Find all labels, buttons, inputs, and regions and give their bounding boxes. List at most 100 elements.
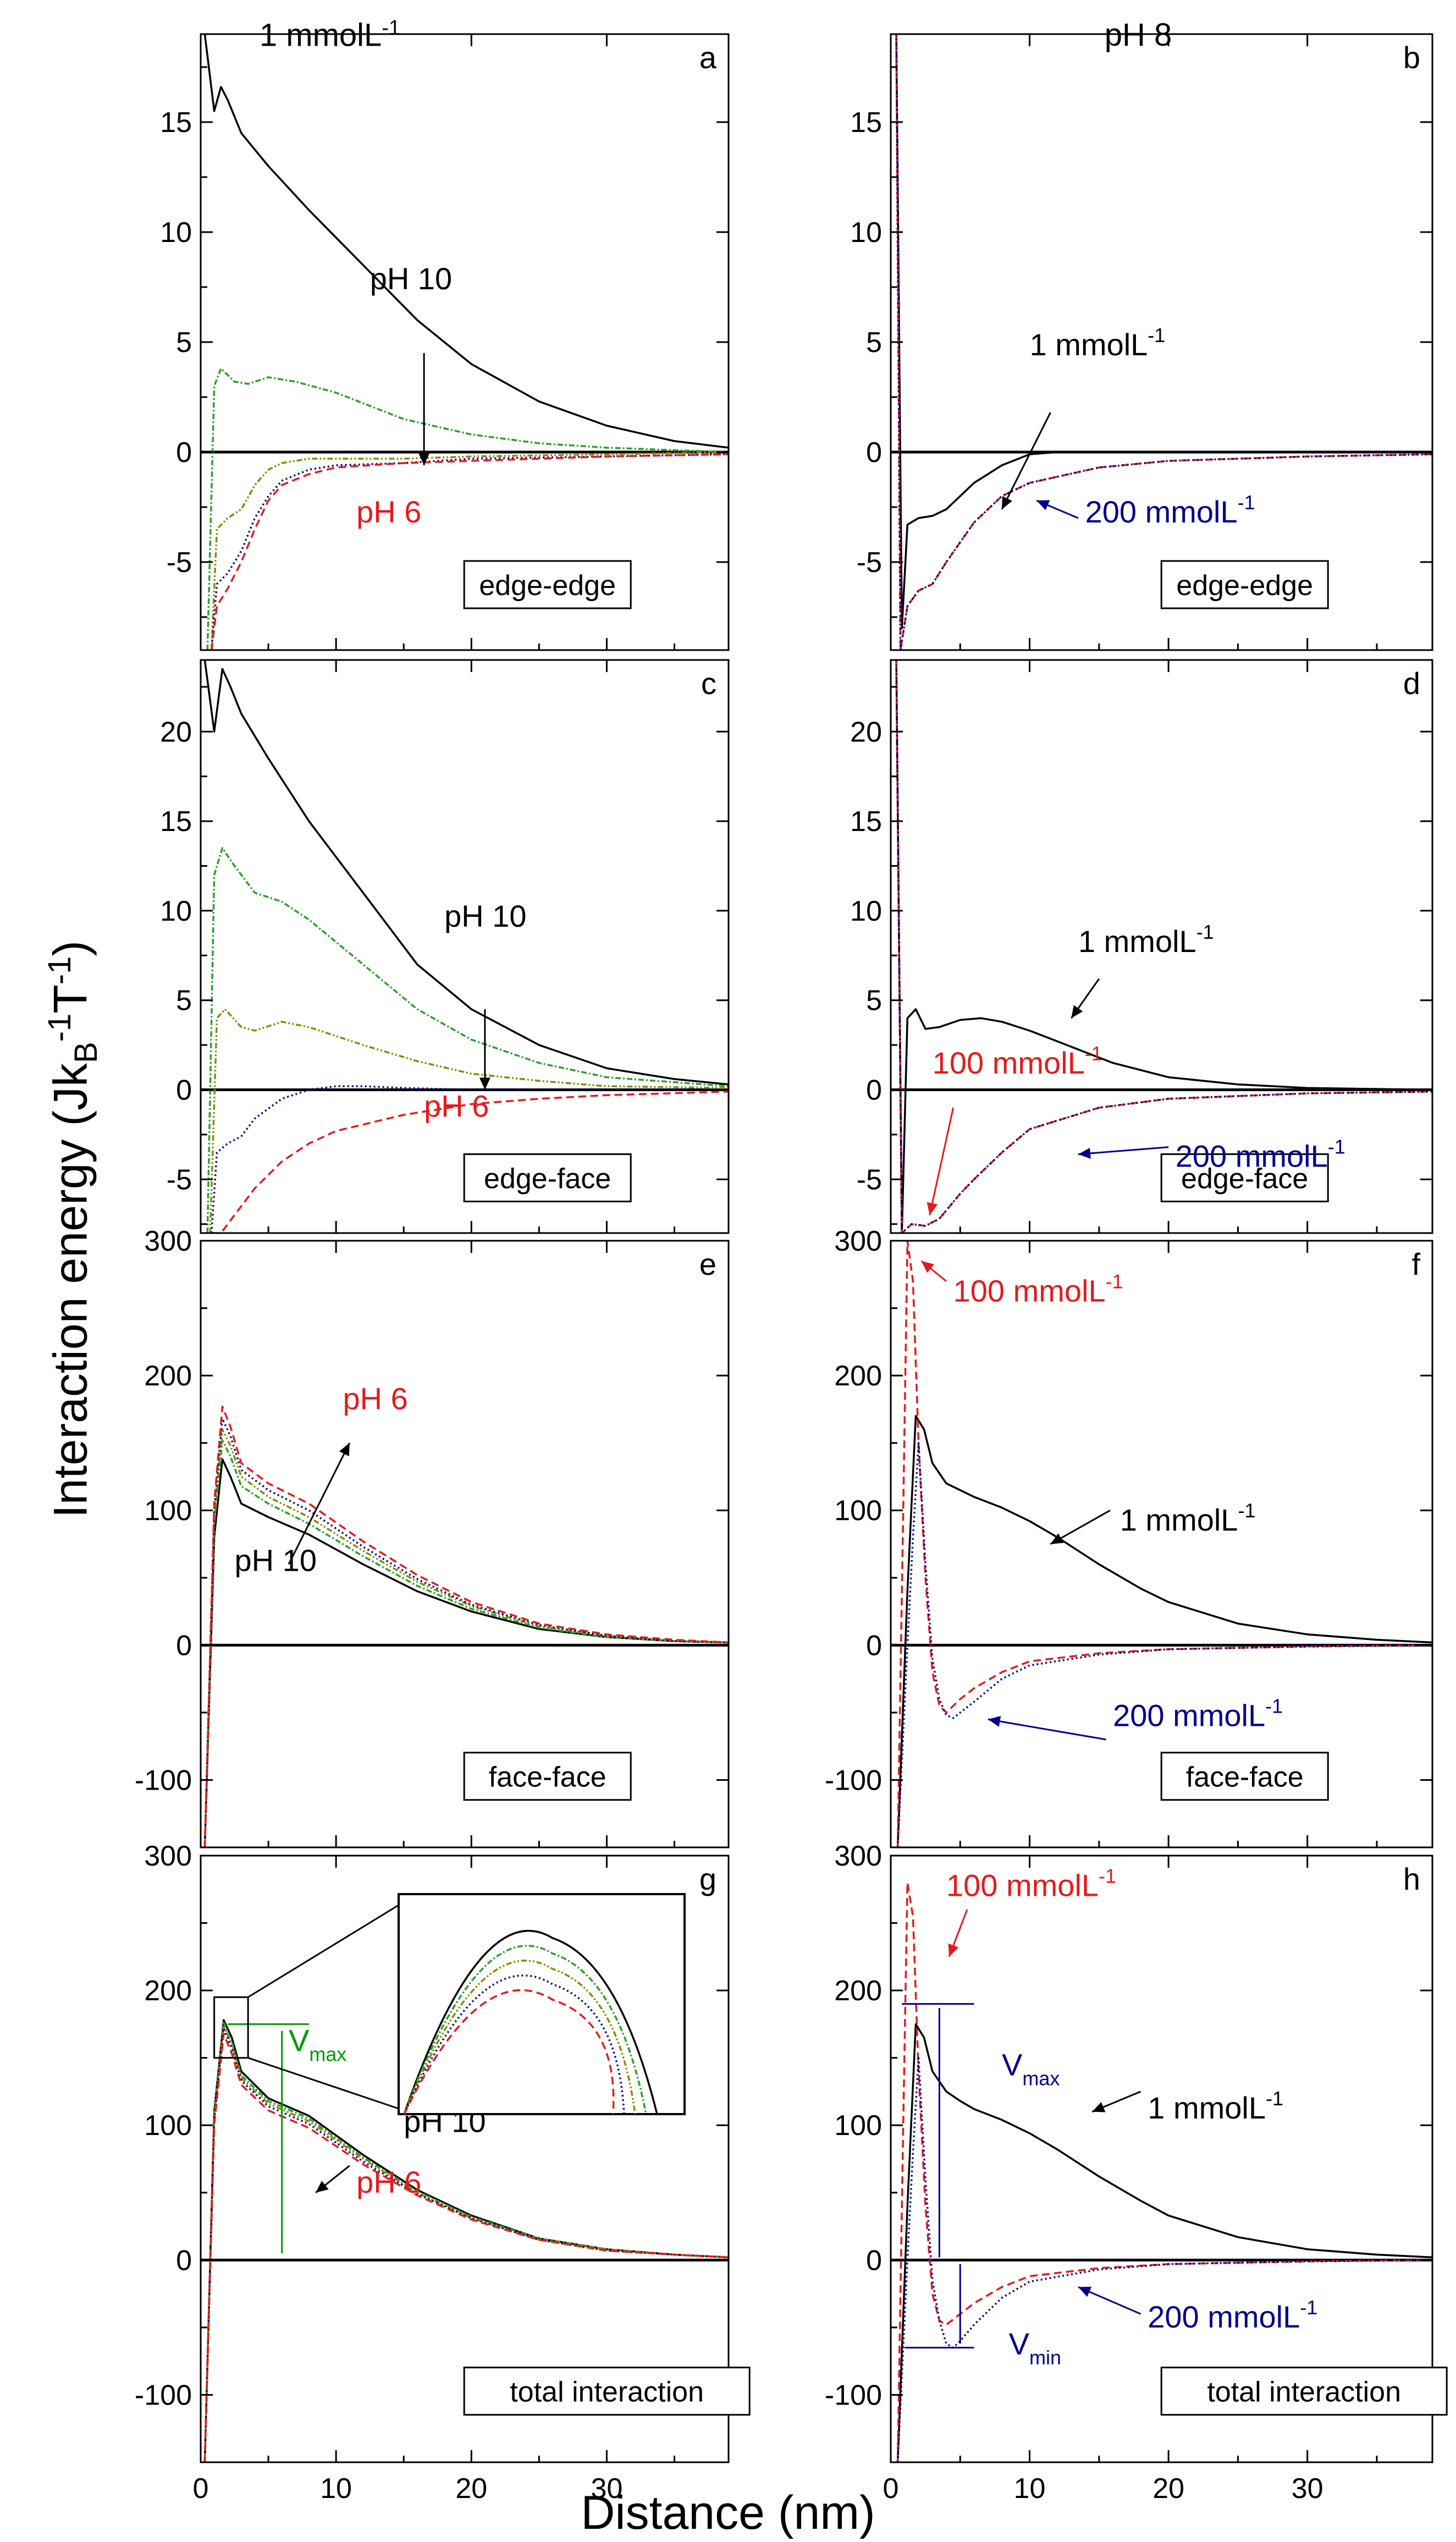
annotation-label: 100 mmolL-1 bbox=[953, 1270, 1123, 1308]
annotation-label: pH 6 bbox=[356, 2165, 421, 2199]
y-tick-label: 300 bbox=[144, 1225, 192, 1257]
y-axis-label-end: T bbox=[44, 984, 97, 1014]
annotation-label: 200 mmolL-1 bbox=[1113, 1694, 1283, 1732]
annotation-arrow bbox=[988, 1718, 1106, 1741]
x-tick-label: 30 bbox=[591, 2473, 623, 2505]
series-line-ph-9 bbox=[203, 1439, 729, 1847]
series-line-1-mmoll-1 bbox=[896, 1415, 1432, 1847]
inset-curve bbox=[403, 1945, 647, 2115]
left-column-title: 1 mmolL-1 bbox=[82, 16, 577, 53]
y-tick-label: 0 bbox=[866, 1630, 882, 1661]
panel-frame bbox=[890, 1240, 1433, 1848]
panel-frame bbox=[200, 659, 730, 1234]
annotation-label: pH 10 bbox=[370, 261, 452, 296]
annotation-arrowhead bbox=[1071, 1005, 1083, 1019]
annotation-arrowhead bbox=[1036, 500, 1050, 510]
panel-letter: h bbox=[1403, 1862, 1420, 1896]
y-tick-label: 15 bbox=[160, 107, 192, 139]
series-group bbox=[203, 1405, 729, 1847]
y-tick-label: 100 bbox=[144, 1495, 192, 1527]
x-tick-label: 20 bbox=[455, 2473, 487, 2505]
series-line-ph-6 bbox=[203, 2032, 729, 2462]
annotation-label: Vmin bbox=[1009, 2326, 1061, 2369]
y-tick-label: 100 bbox=[834, 2110, 882, 2142]
box-label: edge-edge bbox=[1176, 570, 1313, 602]
box-label-frame bbox=[1160, 2367, 1448, 2416]
y-tick-label: 15 bbox=[850, 107, 882, 139]
annotation-label: pH 10 bbox=[235, 1543, 317, 1578]
y-tick-label: 200 bbox=[834, 1975, 882, 2007]
annotation-arrowhead bbox=[921, 1261, 934, 1273]
series-line-200-mmoll-1 bbox=[896, 1441, 1432, 1847]
box-label-frame bbox=[463, 560, 632, 609]
y-axis-label: Interaction energy (JkB-1T-1) bbox=[41, 514, 104, 1944]
annotation-label: 200 mmolL-1 bbox=[1085, 491, 1255, 529]
y-tick-label: -5 bbox=[857, 547, 882, 579]
y-tick-label: 5 bbox=[866, 327, 882, 359]
annotation-arrowhead bbox=[988, 1716, 1001, 1727]
y-tick-label: 200 bbox=[144, 1360, 192, 1392]
y-tick-label: 20 bbox=[850, 716, 882, 748]
series-group bbox=[203, 2019, 729, 2462]
panel-a: -5 0 5 10 15 a edge-edge pH 10 pH 6 bbox=[160, 33, 730, 651]
y-tick-label: -100 bbox=[135, 1764, 192, 1796]
panel-frame bbox=[200, 33, 730, 651]
y-tick-label: 5 bbox=[176, 327, 192, 359]
box-label: face-face bbox=[1186, 1762, 1304, 1793]
inset-curve bbox=[403, 1974, 625, 2115]
panel-f: -100 0 100 200 300 f face-face 100 mmolL-1 1 mmo… bbox=[825, 1225, 1433, 1848]
y-tick-label: 300 bbox=[144, 1840, 192, 1872]
series-group bbox=[895, 660, 1432, 1233]
annotation-label: Vmax bbox=[1002, 2048, 1060, 2090]
y-tick-label: -100 bbox=[825, 2379, 882, 2411]
annotation-arrowhead bbox=[339, 1443, 350, 1456]
panel-letter: g bbox=[699, 1862, 716, 1896]
x-tick-label: 20 bbox=[1152, 2473, 1184, 2505]
series-line-ph-6 bbox=[211, 1091, 729, 1233]
series-line-200-mmoll-1 bbox=[895, 34, 1432, 650]
box-label-frame bbox=[463, 2367, 751, 2416]
annotation-arrow bbox=[929, 1107, 955, 1215]
box-label: total interaction bbox=[1207, 2376, 1401, 2408]
y-tick-label: 200 bbox=[834, 1360, 882, 1392]
y-tick-label: 0 bbox=[866, 2244, 882, 2276]
y-tick-label: 10 bbox=[850, 895, 882, 927]
left-column-title-sup: -1 bbox=[382, 16, 401, 40]
y-axis-label-close: ) bbox=[44, 940, 97, 956]
annotation-arrow bbox=[288, 1442, 351, 1565]
annotation-arrowhead bbox=[316, 2181, 329, 2193]
annotation-label: 1 mmolL-1 bbox=[1078, 921, 1214, 959]
panel-letter: b bbox=[1403, 40, 1420, 75]
annotation-label: 200 mmolL-1 bbox=[1148, 2296, 1317, 2334]
annotation-label: 100 mmolL-1 bbox=[946, 1865, 1116, 1903]
series-line-ph-8 bbox=[209, 1008, 729, 1233]
y-tick-label: 15 bbox=[160, 806, 192, 838]
inset-curve bbox=[403, 1989, 615, 2115]
y-tick-label: 0 bbox=[866, 1075, 882, 1107]
panel-frame bbox=[890, 659, 1433, 1234]
series-line-100-mmoll-1 bbox=[896, 1241, 1432, 1847]
x-tick-label: 30 bbox=[1292, 2473, 1323, 2505]
series-line-ph-10 bbox=[203, 660, 729, 1086]
annotation-label: 200 mmolL-1 bbox=[1176, 1136, 1345, 1174]
y-tick-label: 0 bbox=[866, 437, 882, 469]
panel-letter: c bbox=[701, 666, 716, 701]
y-tick-label: 10 bbox=[160, 217, 192, 249]
annotation-label: pH 6 bbox=[343, 1381, 407, 1416]
box-label: edge-edge bbox=[479, 570, 616, 602]
y-tick-label: 100 bbox=[834, 1495, 882, 1527]
panel-frame bbox=[890, 1855, 1433, 2463]
x-tick-label: 0 bbox=[883, 2473, 899, 2505]
annotation-label: pH 6 bbox=[424, 1088, 489, 1123]
panel-letter: f bbox=[1411, 1247, 1420, 1281]
annotation-arrowhead bbox=[479, 1077, 490, 1090]
zoom-box bbox=[213, 1996, 249, 2059]
panel-letter: a bbox=[699, 40, 717, 75]
x-tick-label: 0 bbox=[193, 2473, 209, 2505]
annotation-label: 1 mmolL-1 bbox=[1148, 2087, 1283, 2125]
y-tick-label: 0 bbox=[176, 437, 192, 469]
y-tick-label: -5 bbox=[167, 547, 192, 579]
series-line-ph-10 bbox=[203, 2019, 729, 2462]
y-tick-label: -100 bbox=[135, 2379, 192, 2411]
